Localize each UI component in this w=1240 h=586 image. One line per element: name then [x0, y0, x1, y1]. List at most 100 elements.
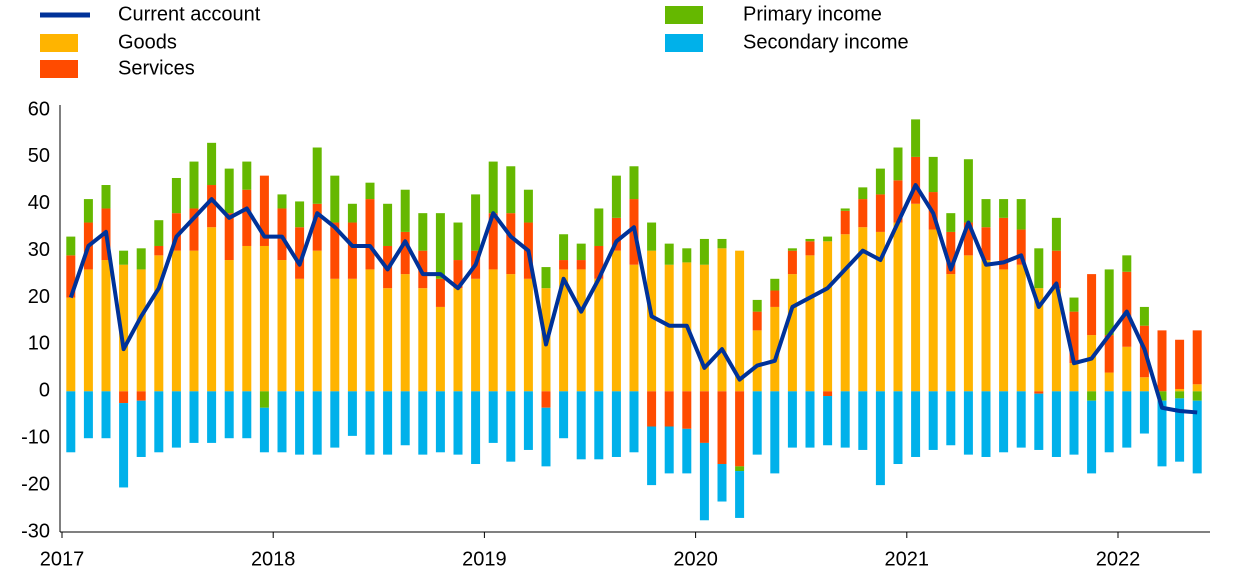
bar-segment	[647, 250, 657, 392]
bar-segment	[594, 391, 604, 460]
bar-segment	[840, 208, 850, 211]
bar-segment	[770, 306, 780, 392]
bar-segment	[435, 213, 445, 279]
bar-segment	[224, 168, 234, 214]
legend-label: Goods	[118, 31, 177, 53]
bar-segment	[83, 199, 93, 223]
y-tick-label: -10	[21, 427, 50, 449]
bar-segment	[66, 391, 76, 453]
bar-segment	[400, 391, 410, 446]
bar-segment	[418, 288, 428, 392]
bar-segment	[1087, 274, 1097, 336]
bar-segment	[752, 299, 762, 312]
bar-segment	[682, 428, 692, 474]
bar-segment	[752, 311, 762, 331]
bar-segment	[770, 290, 780, 307]
bar-segment	[347, 222, 357, 279]
bar-segment	[347, 203, 357, 223]
bar-segment	[699, 264, 709, 392]
bar-segment	[171, 177, 181, 214]
bar-segment	[171, 213, 181, 251]
bar-segment	[242, 161, 252, 190]
bar-segment	[559, 260, 569, 270]
bar-segment	[66, 236, 76, 256]
y-tick-label: 30	[28, 239, 50, 261]
bar-segment	[347, 391, 357, 436]
bar-segment	[242, 189, 252, 246]
bar-segment	[171, 391, 181, 448]
bar-segment	[1139, 377, 1149, 392]
bar-segment	[418, 213, 428, 251]
bar-segment	[787, 391, 797, 448]
bar-segment	[664, 243, 674, 265]
bar-segment	[981, 260, 991, 392]
bar-segment	[295, 201, 305, 228]
bar-segment	[1175, 391, 1185, 399]
bar-segment	[911, 119, 921, 157]
y-tick-label: -30	[21, 520, 50, 542]
bar-segment	[523, 278, 533, 392]
bar-segment	[717, 391, 727, 465]
bar-segment	[752, 391, 762, 455]
bar-segment	[119, 264, 129, 392]
legend-swatch	[665, 6, 703, 24]
bar-segment	[1192, 384, 1202, 392]
bar-segment	[1016, 391, 1026, 448]
bar-segment	[101, 260, 111, 392]
bar-segment	[611, 175, 621, 218]
bar-segment	[488, 161, 498, 214]
bar-segment	[981, 199, 991, 228]
x-tick-label: 2022	[1096, 548, 1141, 570]
bar-segment	[893, 222, 903, 392]
x-tick-label: 2020	[673, 548, 718, 570]
bar-segment	[1016, 264, 1026, 392]
bar-segment	[312, 203, 322, 251]
bar-segment	[875, 194, 885, 232]
bar-segment	[207, 142, 217, 186]
bar-segment	[1104, 269, 1114, 336]
bar-segment	[312, 250, 322, 392]
bar-segment	[224, 391, 234, 439]
bar-segment	[224, 213, 234, 261]
bar-segment	[435, 306, 445, 392]
bar-segment	[893, 147, 903, 181]
bar-segment	[647, 222, 657, 251]
bar-segment	[787, 250, 797, 275]
bar-segment	[1122, 391, 1132, 448]
bar-segment	[523, 391, 533, 450]
y-tick-label: -20	[21, 473, 50, 495]
bar-segment	[224, 260, 234, 392]
bar-segment	[629, 391, 639, 453]
bar-segment	[277, 391, 287, 453]
x-tick-label: 2017	[40, 548, 85, 570]
bar-segment	[664, 391, 674, 427]
bar-segment	[83, 269, 93, 392]
bar-segment	[330, 175, 340, 223]
bar-segment	[1122, 255, 1132, 272]
bar-segment	[295, 227, 305, 279]
bar-segment	[1122, 346, 1132, 392]
bar-segment	[312, 147, 322, 204]
bar-segment	[699, 238, 709, 265]
bar-segment	[154, 391, 164, 453]
bar-segment	[207, 391, 217, 443]
bar-segment	[453, 391, 463, 455]
bar-segment	[259, 391, 269, 408]
bar-segment	[1175, 388, 1185, 392]
bar-segment	[1157, 391, 1167, 401]
bar-segment	[594, 208, 604, 246]
bar-segment	[1034, 288, 1044, 392]
bar-segment	[1087, 335, 1097, 392]
bar-segment	[699, 391, 709, 443]
bar-segment	[911, 203, 921, 392]
bar-segment	[735, 391, 745, 467]
legend-label: Current account	[118, 3, 261, 25]
bar-segment	[119, 403, 129, 488]
bar-segment	[189, 391, 199, 443]
bar-segment	[136, 248, 146, 270]
bar-segment	[735, 471, 745, 518]
bar-segment	[999, 269, 1009, 392]
bar-segment	[717, 238, 727, 249]
